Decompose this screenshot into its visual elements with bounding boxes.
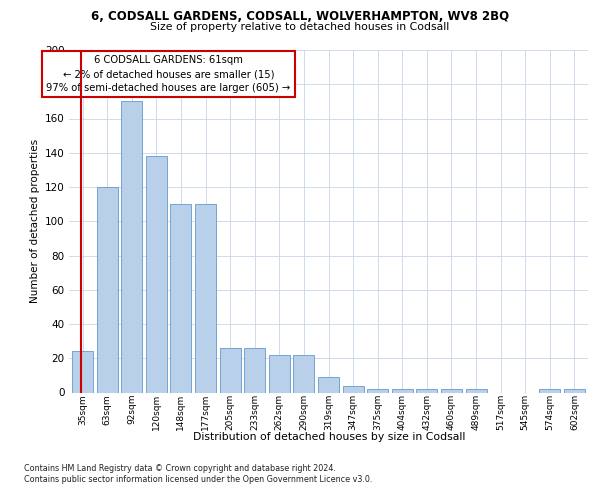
Bar (539, 389, 560, 392)
Bar (97, 187, 118, 392)
Bar (392, 389, 413, 392)
Bar (269, 355, 290, 393)
Bar (416, 389, 437, 392)
Bar (146, 156, 167, 392)
Bar (293, 355, 314, 393)
Bar (195, 204, 216, 392)
Text: Size of property relative to detached houses in Codsall: Size of property relative to detached ho… (151, 22, 449, 32)
Y-axis label: Number of detached properties: Number of detached properties (29, 139, 40, 304)
Bar (318, 377, 339, 392)
Text: Distribution of detached houses by size in Codsall: Distribution of detached houses by size … (193, 432, 465, 442)
Text: Contains HM Land Registry data © Crown copyright and database right 2024.: Contains HM Land Registry data © Crown c… (24, 464, 336, 473)
Bar (170, 204, 191, 392)
Text: 6 CODSALL GARDENS: 61sqm
← 2% of detached houses are smaller (15)
97% of semi-de: 6 CODSALL GARDENS: 61sqm ← 2% of detache… (46, 55, 291, 93)
Bar (564, 389, 585, 392)
Text: 6, CODSALL GARDENS, CODSALL, WOLVERHAMPTON, WV8 2BQ: 6, CODSALL GARDENS, CODSALL, WOLVERHAMPT… (91, 10, 509, 23)
Bar (121, 102, 142, 393)
Bar (72, 352, 93, 393)
Bar (441, 389, 462, 392)
Bar (466, 389, 487, 392)
Bar (244, 348, 265, 393)
Bar (343, 386, 364, 392)
Bar (220, 348, 241, 393)
Bar (367, 389, 388, 392)
Text: Contains public sector information licensed under the Open Government Licence v3: Contains public sector information licen… (24, 475, 373, 484)
